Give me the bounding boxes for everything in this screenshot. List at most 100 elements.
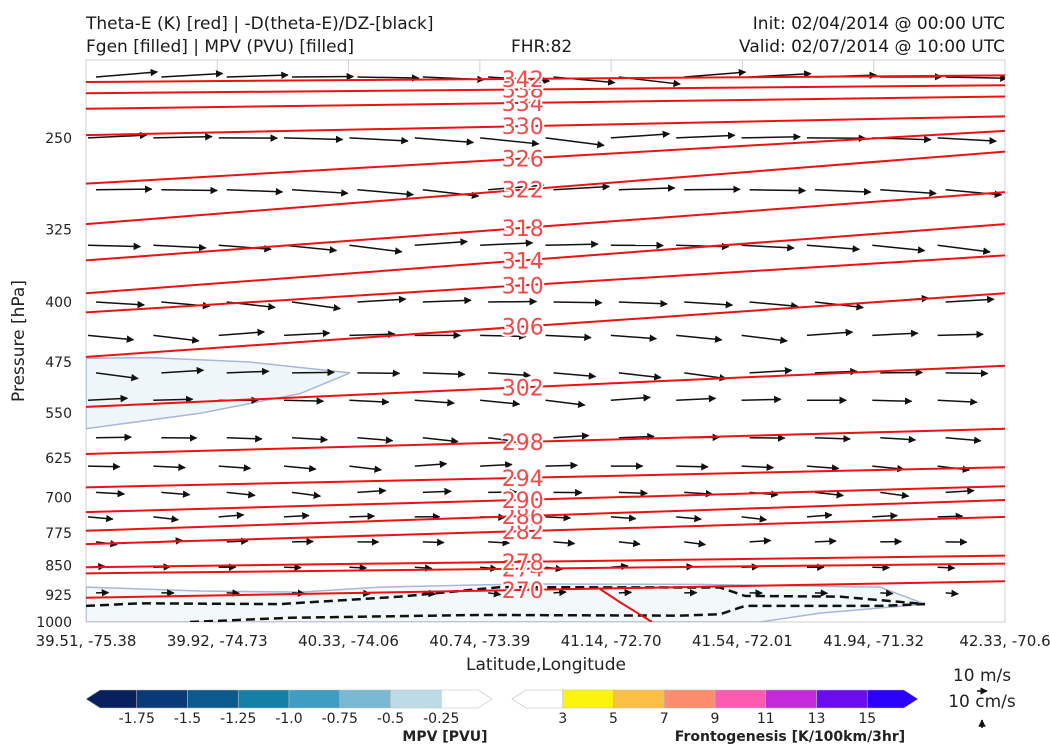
wind-vector [749,537,772,545]
forecast-hour: FHR:82 [511,37,573,57]
wind-vector [945,74,1005,82]
wind-vector [545,399,586,409]
wind-vector [806,244,861,253]
wind-vector [292,435,329,444]
wind-vector [153,463,186,472]
theta-e-line [86,562,1005,575]
theta-e-label: 330 [502,115,544,140]
wind-vector [872,244,926,254]
theta-e-label: 270 [502,579,544,604]
theta-e-line [86,74,1005,83]
wind-vector [349,465,382,473]
theta-e-line [86,254,1005,314]
wind-vector [153,395,194,404]
plot-area [85,59,1006,623]
wind-vector [814,435,851,443]
wind-vector [422,189,480,200]
wind-vector [937,137,997,145]
y-tick-label: 925 [45,588,72,604]
wind-vector [226,71,289,79]
wind-reference: 10 m/s 10 cm/s [948,666,1016,728]
wind-vector [814,491,844,499]
wind-vector [806,464,840,472]
wind-vector [414,398,455,407]
wind-vector [414,460,448,468]
wind-vector [284,464,317,473]
wind-vector [545,461,578,470]
y-axis: 250 325 400 475 550 625 700 775 850 925 1000 [36,131,72,631]
mpv-colorbar-swatch [187,689,239,709]
wind-vector [218,328,265,337]
theta-e-label: 322 [502,179,544,204]
stability-contour [86,585,926,608]
wind-vector [618,299,668,308]
wind-vector [553,183,611,191]
x-tick-label: 41.14, -72.70 [561,632,662,650]
wind-vector [153,515,179,523]
theta-e-contours: 2702742782822862902942983023063103143183… [86,66,1005,622]
wind-vector [880,188,937,197]
y-tick-label: 250 [45,131,72,147]
theta-e-line [86,292,1005,358]
mpv-colorbar-swatch [85,689,138,709]
wind-vector [422,370,466,378]
theta-e-line [86,223,1005,295]
wind-vector [937,564,956,572]
x-tick-label: 42.33, -70.6 [959,632,1050,650]
valid-time: Valid: 02/07/2014 @ 10:00 UTC [739,37,1005,57]
x-tick-label: 40.74, -73.39 [429,632,530,650]
wind-vector [226,187,284,196]
wind-vector [610,334,658,342]
fgen-colorbar-swatch [511,689,564,709]
wind-vector [872,329,919,338]
wind-vector [480,332,527,341]
wind-vector [357,487,387,495]
wind-vector [684,540,707,548]
y-tick-label: 625 [45,451,72,467]
theta-e-label: 290 [502,489,544,514]
theta-e-label: 298 [502,431,544,456]
wind-vector [283,244,338,254]
x-axis-label: Latitude,Longitude [466,655,626,675]
wind-vector [610,130,671,139]
wind-vector [545,333,592,342]
mpv-colorbar-tick-label: -1.0 [275,711,302,727]
fgen-colorbar-tick-label: 15 [858,711,876,727]
y-tick-label: 1000 [36,615,72,631]
wind-vector [872,512,898,520]
y-tick-label: 775 [45,526,72,542]
mpv-colorbar-swatch [136,689,188,709]
theta-e-label: 294 [502,467,544,492]
mpv-colorbar-tick-label: -0.75 [322,711,358,727]
fgen-colorbar-tick-label: 5 [609,711,618,727]
theta-e-line [86,554,1005,569]
fgen-colorbar-swatch [765,689,817,709]
wind-vector [349,398,390,406]
wind-vector [684,68,747,78]
x-tick-label: 39.92, -74.73 [167,632,268,650]
wind-vector [292,72,355,81]
wind-vector [872,397,913,405]
x-tick-label: 40.33, -74.06 [298,632,399,650]
wind-vector [218,244,272,253]
wind-vector [618,539,641,548]
wind-vector [284,329,331,338]
wind-vector [618,184,676,192]
wind-vector [945,589,959,598]
mpv-colorbar-swatch [440,689,493,709]
theta-e-label: 334 [502,92,544,117]
wind-vector [292,188,349,197]
wind-vector [422,437,459,445]
theta-e-line [86,364,1005,408]
wind-reference-horizontal: 10 m/s [953,666,1011,686]
wind-vector [618,432,655,441]
wind-reference-vertical: 10 cm/s [948,692,1016,712]
wind-vector [553,298,603,307]
wind-vector [87,514,114,523]
theta-e-label: 306 [502,316,544,341]
wind-vector [153,334,200,344]
fgen-colorbar-tick-label: 9 [711,711,720,727]
wind-vector [545,513,572,522]
theta-e-label: 314 [502,249,544,274]
mpv-colorbar-swatch [339,689,391,709]
